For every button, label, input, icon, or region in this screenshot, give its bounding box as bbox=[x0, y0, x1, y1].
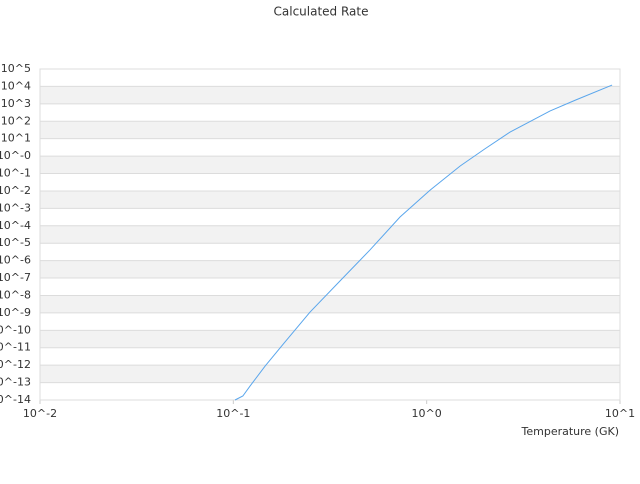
y-tick-label: 10^-2 bbox=[0, 184, 31, 197]
y-tick-label: 10^-13 bbox=[0, 376, 31, 389]
x-tick-label: 10^1 bbox=[605, 407, 635, 420]
y-tick-label: 10^-6 bbox=[0, 254, 31, 267]
grid-band bbox=[40, 156, 620, 174]
grid-band bbox=[40, 86, 620, 104]
x-tick-label: 10^-1 bbox=[216, 407, 250, 420]
x-tick-label: 10^0 bbox=[412, 407, 442, 420]
y-tick-label: 10^-10 bbox=[0, 323, 31, 336]
y-tick-label: 10^-9 bbox=[0, 306, 31, 319]
x-tick-label: 10^-2 bbox=[23, 407, 57, 420]
y-tick-label: 10^4 bbox=[1, 79, 31, 92]
y-tick-label: 10^-3 bbox=[0, 201, 31, 214]
x-axis-label: Temperature (GK) bbox=[521, 425, 620, 438]
grid-band bbox=[40, 365, 620, 383]
data-line bbox=[234, 84, 613, 401]
y-tick-label: 10^-14 bbox=[0, 393, 31, 406]
chart-title: Calculated Rate bbox=[274, 5, 369, 19]
y-tick-label: 10^-0 bbox=[0, 149, 31, 162]
grid-band bbox=[40, 225, 620, 244]
grid-band bbox=[40, 295, 620, 313]
y-tick-label: 10^5 bbox=[1, 62, 31, 75]
y-tick-label: 10^-8 bbox=[0, 288, 31, 301]
y-tick-label: 10^-7 bbox=[0, 271, 31, 284]
grid-band bbox=[40, 330, 620, 348]
y-tick-label: 10^1 bbox=[1, 132, 31, 145]
y-tick-label: 10^2 bbox=[1, 114, 31, 127]
y-tick-label: 10^-5 bbox=[0, 236, 31, 249]
grid-band bbox=[40, 190, 620, 209]
y-tick-label: 10^-12 bbox=[0, 358, 31, 371]
plot-border bbox=[39, 68, 621, 401]
y-tick-label: 10^-4 bbox=[0, 219, 31, 232]
y-tick-label: 10^3 bbox=[1, 97, 31, 110]
y-tick-label: 10^-11 bbox=[0, 341, 31, 354]
grid-band bbox=[40, 260, 620, 279]
grid-band bbox=[40, 121, 620, 139]
y-tick-label: 10^-1 bbox=[0, 167, 31, 180]
